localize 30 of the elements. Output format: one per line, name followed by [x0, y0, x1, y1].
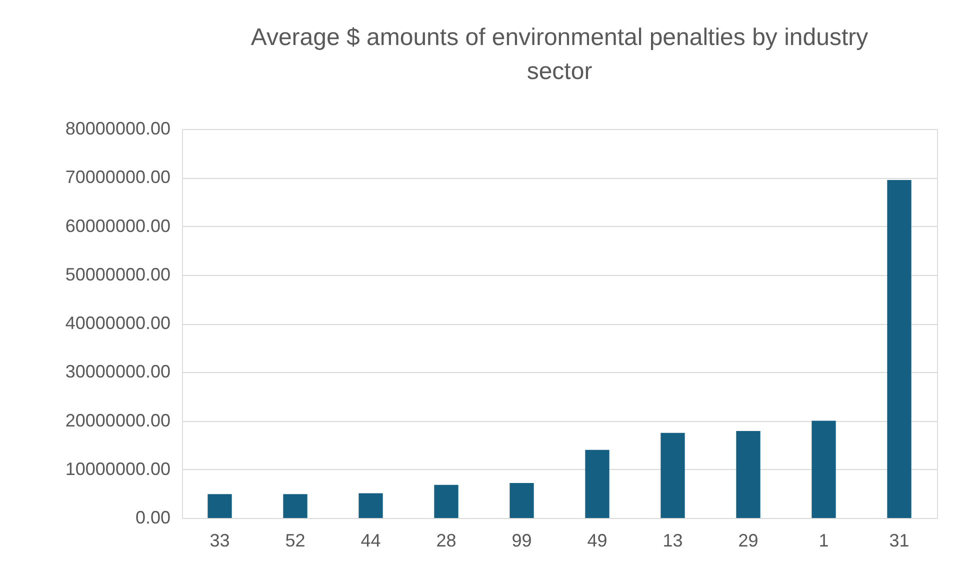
bar [585, 450, 610, 518]
bar [510, 482, 534, 518]
bar [283, 494, 308, 518]
x-tick-label: 99 [512, 530, 532, 550]
y-tick-label: 80000000.00 [65, 118, 170, 138]
y-tick-label: 20000000.00 [65, 410, 170, 430]
bar [434, 484, 458, 518]
y-tick-label: 60000000.00 [65, 216, 170, 236]
bar [660, 432, 685, 518]
x-tick-label: 44 [360, 530, 381, 550]
bar [358, 493, 383, 518]
y-tick-label: 70000000.00 [65, 167, 170, 188]
bar [736, 430, 760, 518]
x-tick-label: 1 [818, 530, 829, 550]
x-tick-label: 33 [210, 530, 230, 550]
chart-title: Average $ amounts of environmental penalties by industry sector [250, 24, 868, 85]
y-tick-label: 30000000.00 [65, 362, 170, 382]
y-tick-label: 0.00 [135, 508, 170, 528]
y-tick-label: 10000000.00 [65, 458, 170, 479]
y-tick-label: 40000000.00 [65, 313, 170, 333]
x-tick-label: 31 [889, 530, 910, 550]
bar [812, 420, 836, 518]
x-tick-label: 52 [285, 530, 306, 550]
bar [887, 180, 912, 518]
x-tick-label: 29 [738, 530, 758, 550]
y-tick-label: 50000000.00 [65, 264, 170, 284]
x-tick-label: 28 [436, 530, 456, 550]
x-tick-label: 13 [662, 530, 683, 550]
bar [208, 494, 232, 518]
x-tick-label: 49 [587, 530, 608, 550]
